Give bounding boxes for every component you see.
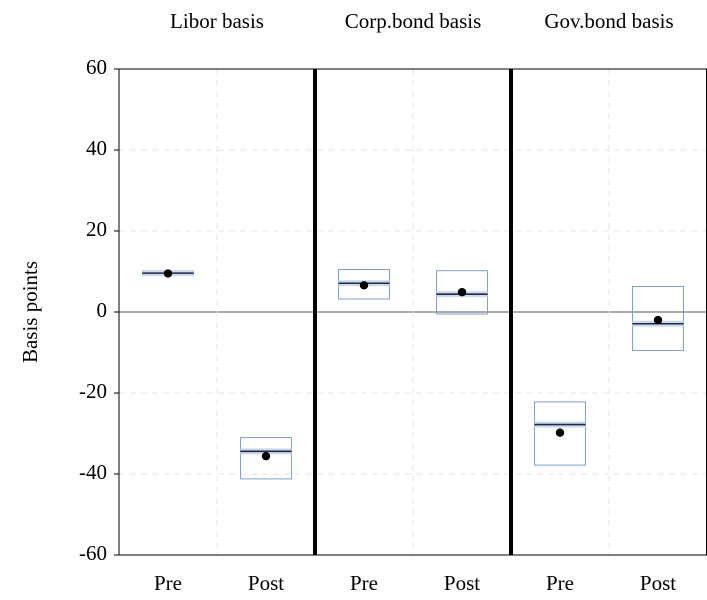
y-tick-label: 60 [86,55,107,79]
mean-dot [653,315,663,325]
y-axis-label: Basis points [18,261,42,363]
box [632,285,684,351]
mean-dot [261,451,271,461]
y-tick-label: 20 [86,217,107,241]
y-tick-label: -60 [79,541,107,565]
x-tick-label: Pre [546,571,574,595]
mean-dot [163,269,173,278]
panel-title: Gov.bond basis [544,9,673,33]
y-tick-label: 40 [86,136,107,160]
mean-dot [359,281,369,290]
box [240,437,292,480]
x-tick-label: Post [640,571,676,595]
y-tick-label: 0 [97,298,108,322]
x-tick-label: Post [248,571,284,595]
panel-title: Libor basis [170,9,264,33]
box [534,401,586,466]
x-tick-label: Post [444,571,480,595]
y-tick-label: -40 [79,460,107,484]
x-tick-label: Pre [350,571,378,595]
y-tick-label: -20 [79,379,107,403]
mean-dot [457,287,467,297]
x-tick-label: Pre [154,571,182,595]
panel-title: Corp.bond basis [345,9,482,33]
mean-dot [555,428,565,437]
